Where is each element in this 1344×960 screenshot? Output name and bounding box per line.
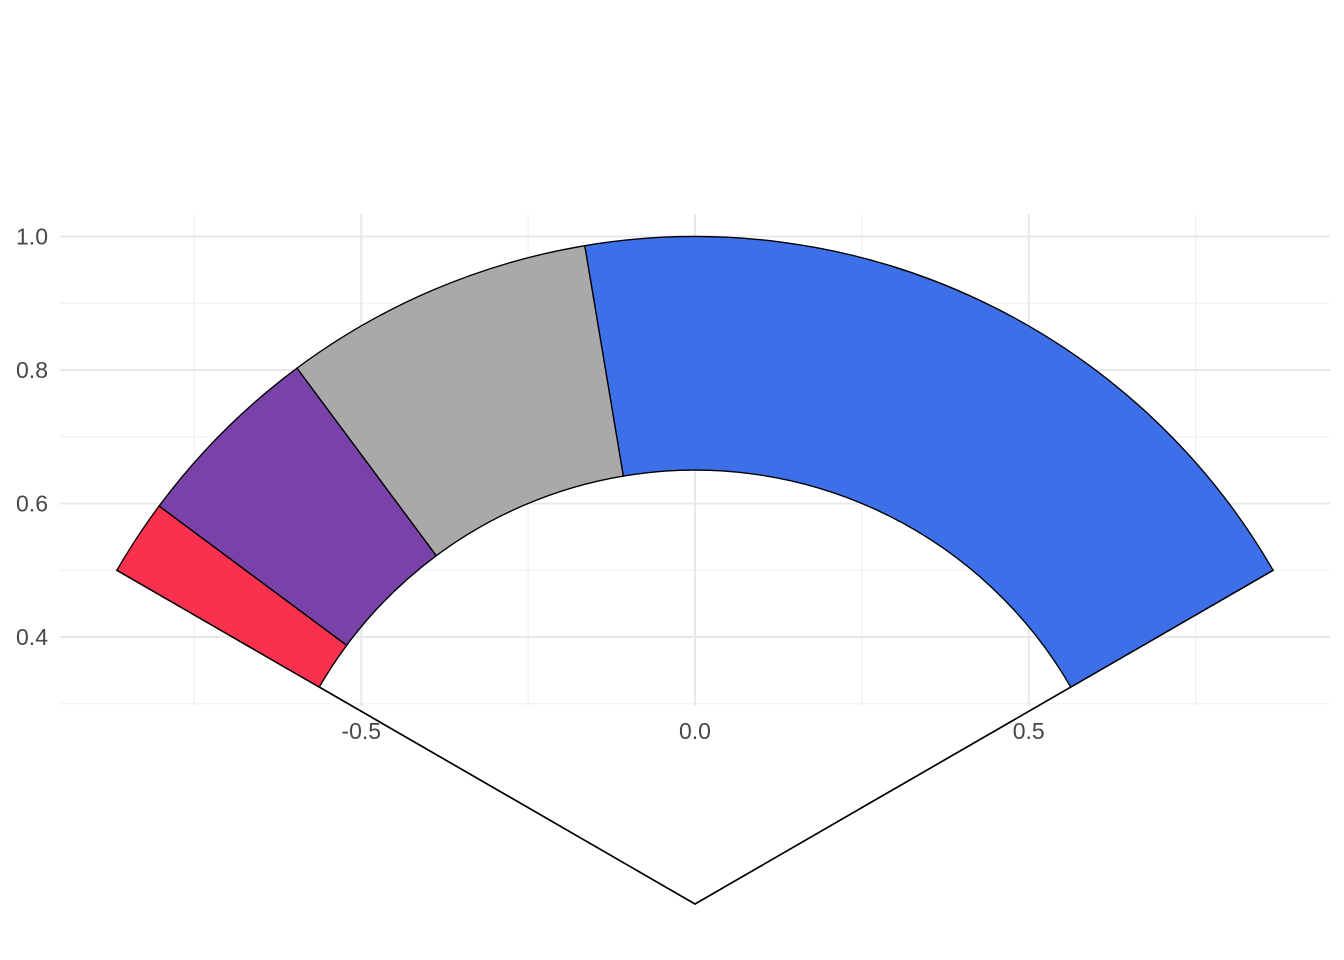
x-tick-label: 0.5 <box>1013 718 1045 744</box>
y-tick-label: 0.6 <box>16 491 48 517</box>
y-tick-label: 1.0 <box>16 224 48 250</box>
x-tick-label: 0.0 <box>679 718 711 744</box>
y-tick-label: 0.4 <box>16 624 48 650</box>
fan-segment-blue <box>584 235 1274 688</box>
y-tick-label: 0.8 <box>16 357 48 383</box>
x-tick-label: -0.5 <box>341 718 381 744</box>
